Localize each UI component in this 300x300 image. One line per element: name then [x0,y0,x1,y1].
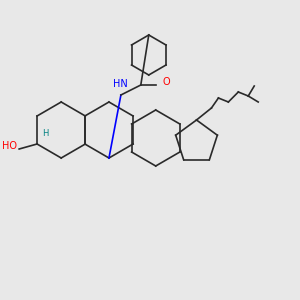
Text: O: O [163,77,170,87]
Text: HO: HO [2,141,17,151]
Text: HN: HN [113,79,128,89]
Text: H: H [42,129,48,138]
